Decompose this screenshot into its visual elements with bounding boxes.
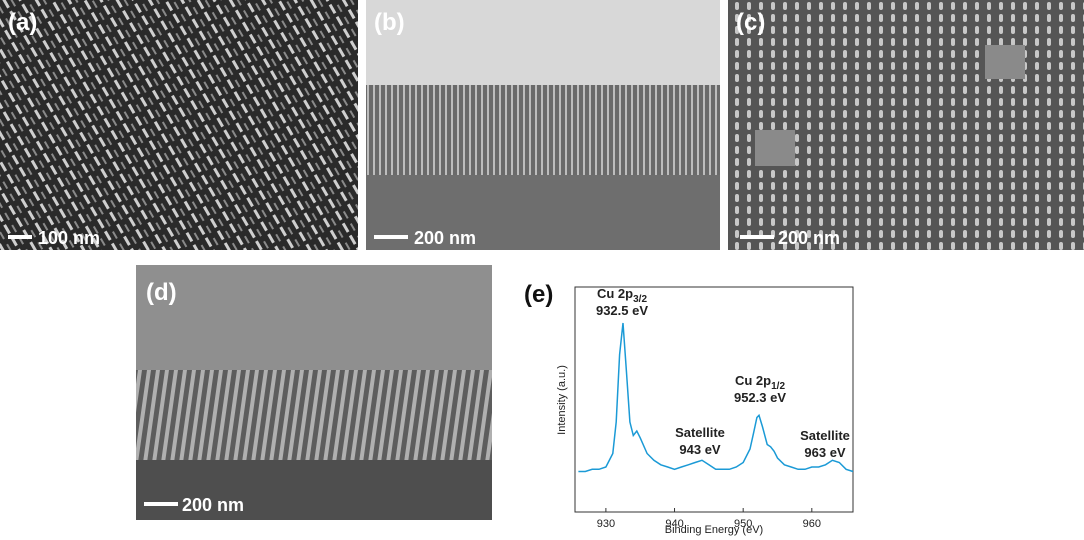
annotation-text: Cu 2p [735, 373, 771, 388]
annotation-value: 963 eV [804, 445, 846, 460]
annotation: Cu 2p3/2 [597, 286, 647, 305]
annotation: Cu 2p1/2 [735, 373, 785, 392]
scale-bar [740, 235, 774, 239]
x-tick-label: 930 [597, 518, 615, 530]
panel-label: (c) [736, 9, 765, 36]
sem-image [366, 175, 720, 250]
annotation: Satellite [800, 428, 850, 443]
panel-label: (e) [524, 281, 553, 308]
annotation: Satellite [675, 425, 725, 440]
panel-label: (b) [374, 9, 405, 36]
crystal [985, 45, 1025, 79]
x-axis-label: Binding Energy (eV) [665, 524, 763, 536]
annotation-value: 952.3 eV [734, 390, 786, 405]
annotation-subscript: 1/2 [771, 381, 785, 392]
scale-label: 200 nm [414, 228, 476, 248]
annotation-subscript: 3/2 [633, 294, 647, 305]
sem-image [728, 0, 1084, 250]
scale-label: 100 nm [38, 228, 100, 248]
annotation-text: Satellite [800, 428, 850, 443]
scale-label: 200 nm [182, 495, 244, 515]
plot-frame [574, 286, 854, 513]
panel-label: (a) [8, 9, 37, 36]
x-tick-label: 960 [803, 518, 821, 530]
scale-bar [144, 502, 178, 506]
scale-bar [374, 235, 408, 239]
annotation-value: 943 eV [679, 442, 721, 457]
sem-image [136, 370, 492, 460]
sem-image [136, 460, 492, 520]
y-axis-label: Intensity (a.u.) [556, 365, 568, 435]
sem-image [0, 0, 358, 250]
annotation-text: Cu 2p [597, 286, 633, 301]
sem-image [366, 0, 720, 85]
crystal [755, 130, 795, 166]
x-tick-label: 940 [665, 518, 683, 530]
annotation-text: Satellite [675, 425, 725, 440]
scale-bar [8, 235, 32, 239]
sem-image [136, 265, 492, 370]
annotation-value: 932.5 eV [596, 303, 648, 318]
spectrum-line [578, 322, 854, 473]
panel-label: (d) [146, 279, 177, 306]
x-tick-label: 950 [734, 518, 752, 530]
scale-label: 200 nm [778, 228, 840, 248]
sem-image [366, 85, 720, 175]
